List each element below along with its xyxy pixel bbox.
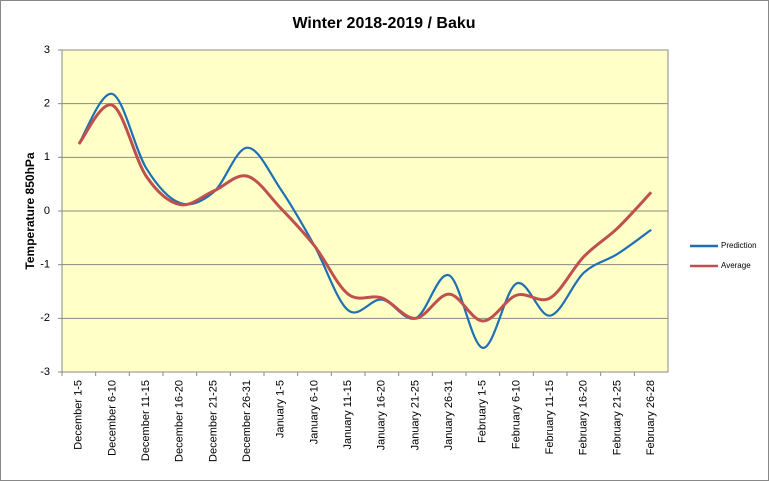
x-tick-label: January 1-5 <box>275 380 287 438</box>
legend-label: Prediction <box>721 241 757 250</box>
x-tick-label: December 26-31 <box>241 380 253 462</box>
x-tick-label: December 16-20 <box>174 380 186 462</box>
x-tick-label: December 1-5 <box>73 380 85 450</box>
x-tick-label: February 16-20 <box>578 380 590 455</box>
y-tick-label: 0 <box>44 205 50 217</box>
x-tick-label: December 21-25 <box>207 380 219 462</box>
x-tick-label: January 16-20 <box>376 380 388 450</box>
y-tick-label: -3 <box>40 366 50 378</box>
x-tick-label: February 26-28 <box>645 380 657 455</box>
y-tick-label: -2 <box>40 312 50 324</box>
y-tick-label: 2 <box>44 98 50 110</box>
x-tick-label: January 11-15 <box>342 380 354 450</box>
series-line <box>77 92 652 349</box>
chart-title: Winter 2018-2019 / Baku <box>292 15 475 32</box>
x-tick-label: January 26-31 <box>443 380 455 450</box>
x-tick-label: February 6-10 <box>510 380 522 449</box>
x-tick-label: February 21-25 <box>611 380 623 455</box>
x-tick-label: February 1-5 <box>477 380 489 443</box>
legend-label: Average <box>721 261 751 270</box>
y-tick-label: -1 <box>40 259 50 271</box>
y-axis-label: Temperature 850hPa <box>23 152 37 269</box>
series-line <box>77 103 653 323</box>
x-tick-label: January 6-10 <box>308 380 320 444</box>
y-tick-label: 1 <box>44 151 50 163</box>
x-tick-label: December 11-15 <box>140 380 152 461</box>
y-tick-label: 3 <box>44 44 50 56</box>
x-tick-label: December 6-10 <box>106 380 118 456</box>
x-tick-label: January 21-25 <box>409 380 421 450</box>
x-tick-label: February 11-15 <box>544 380 556 454</box>
